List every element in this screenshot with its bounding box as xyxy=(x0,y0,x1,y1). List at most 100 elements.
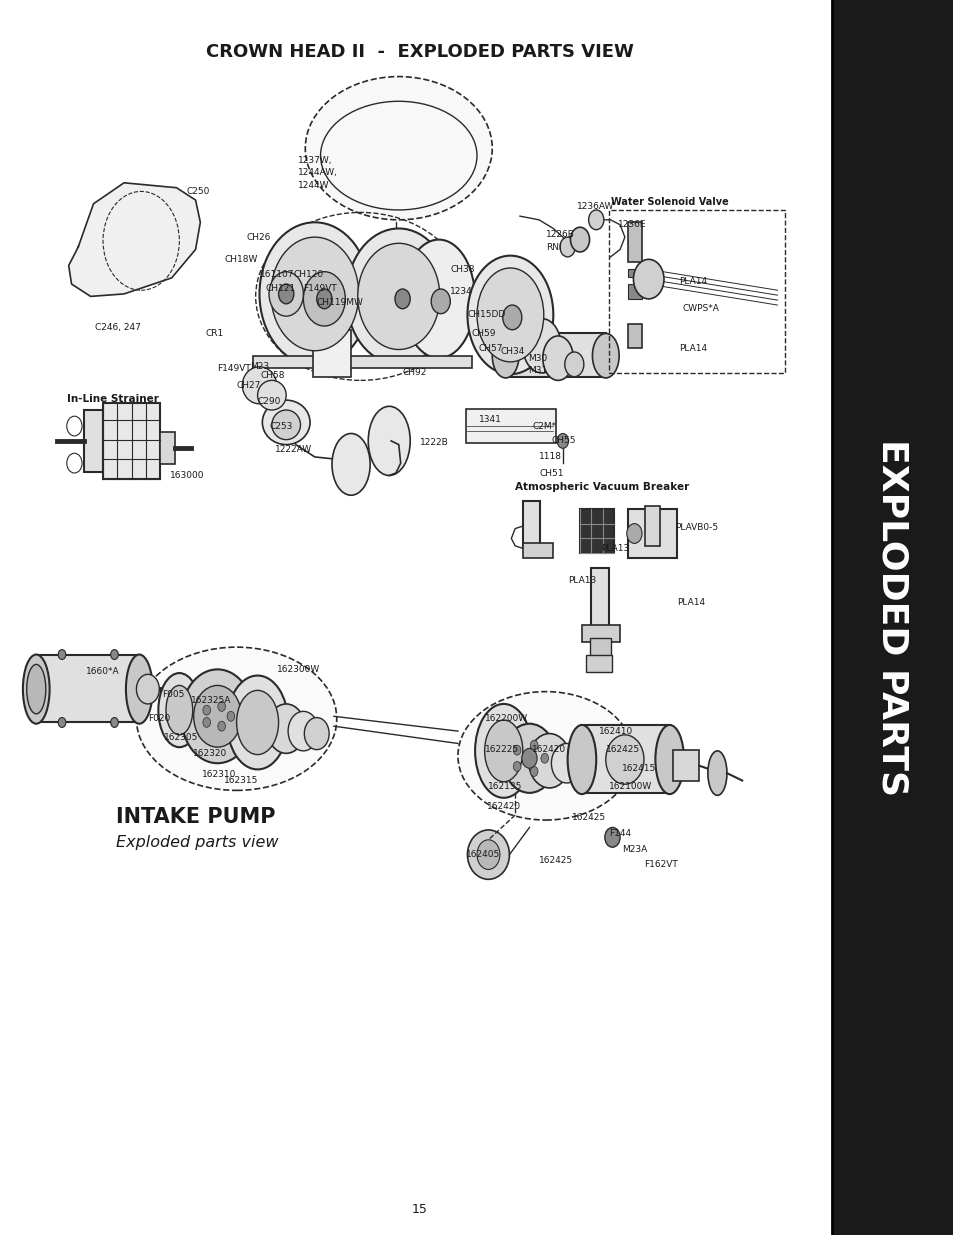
Bar xyxy=(608,210,784,373)
Circle shape xyxy=(521,748,537,768)
Circle shape xyxy=(181,669,253,763)
Text: M31: M31 xyxy=(528,366,547,375)
Text: CH119MW: CH119MW xyxy=(316,298,363,308)
Bar xyxy=(160,432,174,464)
Bar xyxy=(84,410,103,472)
Text: RNI: RNI xyxy=(545,242,560,252)
Circle shape xyxy=(502,724,556,793)
Text: 162200W: 162200W xyxy=(484,714,527,724)
Circle shape xyxy=(570,227,589,252)
Bar xyxy=(644,506,659,546)
Text: CWPS*A: CWPS*A xyxy=(681,304,719,314)
Circle shape xyxy=(559,237,575,257)
Bar xyxy=(627,284,641,299)
Text: INTAKE PUMP: INTAKE PUMP xyxy=(116,808,275,827)
Text: 162420: 162420 xyxy=(486,802,520,811)
Text: Exploded parts view: Exploded parts view xyxy=(116,835,278,850)
Circle shape xyxy=(58,650,66,659)
Bar xyxy=(585,655,612,672)
Circle shape xyxy=(605,735,643,784)
Circle shape xyxy=(530,767,537,777)
Ellipse shape xyxy=(23,655,50,724)
Bar xyxy=(627,324,641,348)
Ellipse shape xyxy=(126,655,152,724)
Bar xyxy=(313,330,351,377)
Text: 1226B: 1226B xyxy=(545,230,574,240)
Text: C290: C290 xyxy=(257,396,281,406)
Text: M30: M30 xyxy=(528,353,547,363)
Text: 1341: 1341 xyxy=(478,415,501,425)
Text: CH57: CH57 xyxy=(478,343,503,353)
Circle shape xyxy=(540,753,548,763)
Circle shape xyxy=(111,718,118,727)
Text: CH18W: CH18W xyxy=(224,254,257,264)
Ellipse shape xyxy=(707,751,726,795)
Ellipse shape xyxy=(542,336,573,380)
Bar xyxy=(581,725,669,793)
Ellipse shape xyxy=(27,664,46,714)
Text: C246, 247: C246, 247 xyxy=(95,322,141,332)
Circle shape xyxy=(604,827,619,847)
Ellipse shape xyxy=(467,830,509,879)
Text: 1244W: 1244W xyxy=(297,180,329,190)
Circle shape xyxy=(557,433,568,448)
Text: 1222B: 1222B xyxy=(419,437,448,447)
Bar xyxy=(591,568,608,627)
Text: 1234: 1234 xyxy=(450,287,473,296)
Text: 162315: 162315 xyxy=(224,776,258,785)
Text: 162425: 162425 xyxy=(538,856,573,866)
Ellipse shape xyxy=(476,840,499,869)
Text: PLA13: PLA13 xyxy=(600,543,629,553)
Ellipse shape xyxy=(475,704,532,798)
Text: CH55: CH55 xyxy=(551,436,576,446)
Text: 1236AW: 1236AW xyxy=(577,201,614,211)
Text: 1237W,: 1237W, xyxy=(297,156,332,165)
Ellipse shape xyxy=(166,685,193,735)
Circle shape xyxy=(217,721,225,731)
Text: 161107: 161107 xyxy=(259,269,294,279)
Text: PLA14: PLA14 xyxy=(677,598,704,608)
Text: 162410: 162410 xyxy=(598,726,633,736)
Text: CH15DD: CH15DD xyxy=(467,310,505,320)
Text: 162100W: 162100W xyxy=(608,782,651,792)
Circle shape xyxy=(564,352,583,377)
Text: 162415: 162415 xyxy=(621,763,656,773)
Text: CH121: CH121 xyxy=(265,284,295,294)
Ellipse shape xyxy=(272,410,300,440)
Circle shape xyxy=(431,289,450,314)
Ellipse shape xyxy=(368,406,410,475)
Text: M23A: M23A xyxy=(621,845,646,855)
Circle shape xyxy=(626,524,641,543)
Text: 1244AW,: 1244AW, xyxy=(297,168,337,178)
Circle shape xyxy=(588,210,603,230)
Ellipse shape xyxy=(259,222,370,366)
Text: 162405: 162405 xyxy=(465,850,499,860)
Ellipse shape xyxy=(467,256,553,374)
Ellipse shape xyxy=(262,400,310,445)
Text: M23: M23 xyxy=(250,362,269,372)
Polygon shape xyxy=(69,183,200,296)
Circle shape xyxy=(502,305,521,330)
Text: F005: F005 xyxy=(162,689,184,699)
Bar xyxy=(36,655,139,722)
Circle shape xyxy=(278,284,294,304)
Ellipse shape xyxy=(592,333,618,378)
Bar xyxy=(581,625,619,642)
Ellipse shape xyxy=(257,380,286,410)
Circle shape xyxy=(316,289,332,309)
Text: PLA14: PLA14 xyxy=(679,277,706,287)
Circle shape xyxy=(395,289,410,309)
Text: F144: F144 xyxy=(608,829,630,839)
Text: C250: C250 xyxy=(186,186,210,196)
Text: F020: F020 xyxy=(148,714,170,724)
Text: 1118: 1118 xyxy=(538,452,561,462)
Text: CH27: CH27 xyxy=(236,380,261,390)
Bar xyxy=(465,409,556,443)
Text: 163000: 163000 xyxy=(170,471,204,480)
Text: F149VT: F149VT xyxy=(217,363,251,373)
Circle shape xyxy=(392,246,399,256)
Bar xyxy=(627,222,641,262)
Bar xyxy=(672,750,699,781)
Text: 162420: 162420 xyxy=(532,745,566,755)
Ellipse shape xyxy=(484,720,522,782)
